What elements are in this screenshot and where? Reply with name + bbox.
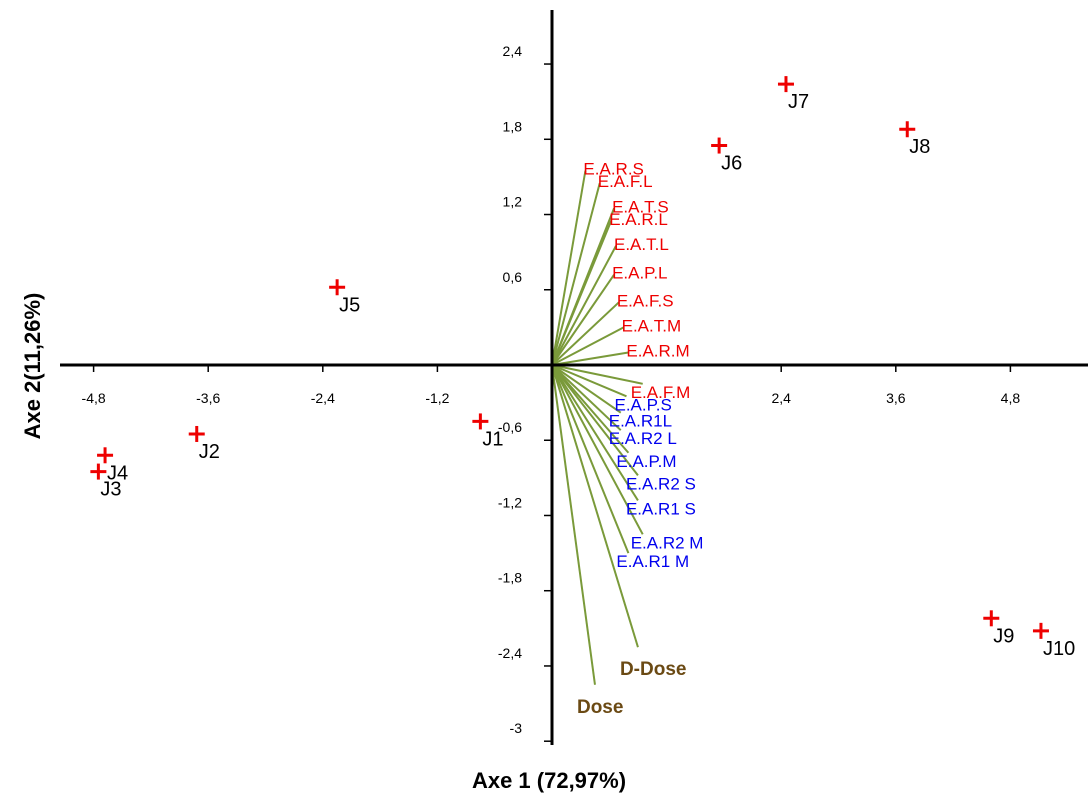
- x-tick-label: -1,2: [425, 390, 449, 406]
- variable-label: E.A.P.S: [614, 395, 671, 414]
- variable-label: E.A.R1L: [609, 412, 672, 431]
- variable-vector: [551, 364, 630, 554]
- axis-ticks: -4,8 -3,6 -2,4 -1,2 2,4 3,6 4,8 2,4 1,8 1,2 0,6 -0,…: [82, 43, 1021, 742]
- observation-point: J9: [983, 610, 1014, 647]
- variable-label: E.A.R2 L: [609, 429, 677, 448]
- variable-vector: [551, 364, 622, 431]
- variable-label: E.A.R.M: [626, 341, 689, 360]
- point-label: J9: [993, 625, 1014, 647]
- y-tick-label: -0,6: [498, 419, 522, 435]
- y-tick-label: -1,8: [498, 570, 522, 586]
- variable-vector: [551, 274, 615, 366]
- y-tick-label: -1,2: [498, 494, 522, 510]
- x-tick-label: 3,6: [886, 390, 906, 406]
- observation-point: J6: [711, 137, 742, 175]
- y-tick-label: 1,2: [503, 194, 523, 210]
- y-tick-label: 2,4: [503, 43, 523, 59]
- point-label: J5: [339, 294, 360, 316]
- observation-point: J1: [472, 413, 504, 450]
- y-tick-label: 0,6: [503, 269, 523, 285]
- variable-vector: [551, 170, 587, 366]
- axes: [60, 10, 1088, 745]
- observation-point: J7: [777, 76, 809, 113]
- variable-vector: [551, 220, 613, 366]
- variable-label: E.A.R1 S: [626, 499, 696, 518]
- observation-point: J5: [329, 279, 360, 316]
- observation-point: J3: [90, 463, 122, 501]
- point-label: J3: [100, 479, 121, 501]
- x-axis-title: Axe 1 (72,97%): [472, 768, 626, 793]
- observation-point: J2: [188, 425, 220, 463]
- variable-vector: [551, 182, 601, 366]
- x-tick-label: 4,8: [1001, 390, 1021, 406]
- variable-vector: [551, 364, 627, 398]
- variable-vectors: [551, 170, 644, 685]
- observation-point: J8: [899, 121, 930, 158]
- point-label: J7: [788, 91, 809, 113]
- variable-label: E.A.R.S: [583, 160, 643, 179]
- observation-point: J10: [1032, 622, 1075, 660]
- variable-label: E.A.R2 M: [631, 533, 704, 552]
- variable-label: E.A.F.S: [617, 291, 674, 310]
- variable-vector: [551, 326, 625, 366]
- variable-label: E.A.R2 S: [626, 474, 696, 493]
- point-label: J8: [909, 136, 930, 158]
- variable-label: E.A.R1 M: [616, 552, 689, 571]
- variable-vector: [551, 364, 639, 501]
- observation-point: J4: [97, 447, 128, 484]
- variable-vector: [551, 364, 643, 385]
- variable-vector: [551, 364, 639, 476]
- point-label: J4: [107, 462, 128, 484]
- variable-vector: [551, 364, 630, 454]
- variable-vector: [551, 364, 639, 648]
- variable-label: D-Dose: [620, 659, 687, 680]
- variable-label: E.A.F.M: [631, 383, 691, 402]
- y-tick-label: -2,4: [498, 645, 522, 661]
- variable-vector: [551, 364, 596, 685]
- variable-vector: [551, 245, 617, 366]
- variable-label: E.A.T.M: [622, 316, 682, 335]
- variable-label: E.A.F.L: [598, 172, 653, 191]
- variable-label: E.A.P.M: [616, 452, 676, 471]
- point-label: J1: [482, 428, 503, 450]
- variable-labels: E.A.R.SE.A.F.L E.A.T.SE.A.R.L E.A.T.L E.A.P…: [577, 160, 704, 718]
- point-label: J2: [199, 441, 220, 463]
- variable-label: E.A.R.L: [609, 210, 668, 229]
- variable-vector: [551, 301, 620, 366]
- point-label: J6: [721, 153, 742, 175]
- x-tick-label: -4,8: [82, 390, 106, 406]
- y-tick-label: 1,8: [503, 118, 523, 134]
- variable-label: Dose: [577, 697, 623, 718]
- variable-vector: [551, 364, 622, 414]
- point-label: J10: [1043, 638, 1075, 660]
- variable-vector: [551, 351, 629, 366]
- variable-label: E.A.P.L: [612, 264, 667, 283]
- variable-vector: [551, 364, 644, 535]
- x-tick-label: 2,4: [771, 390, 791, 406]
- x-tick-label: -3,6: [196, 390, 220, 406]
- y-axis-title: Axe 2(11,26%): [20, 293, 45, 440]
- variable-label: E.A.T.L: [614, 235, 669, 254]
- variable-label: E.A.T.S: [612, 197, 669, 216]
- x-tick-label: -2,4: [311, 390, 335, 406]
- y-tick-label: -3: [510, 720, 523, 736]
